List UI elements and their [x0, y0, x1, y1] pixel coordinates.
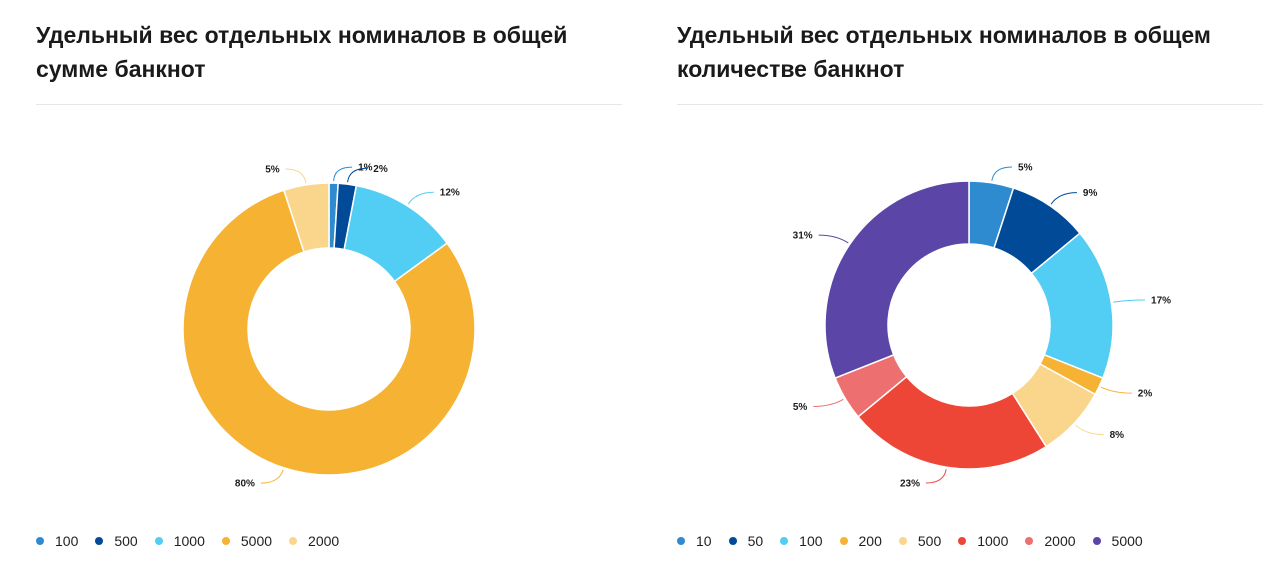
chart-legend: 100 500 1000 5000 2000 [36, 531, 356, 551]
legend-marker [780, 537, 789, 545]
legend-marker [898, 537, 907, 545]
legend-label: 200 [858, 533, 882, 549]
donut-chart-count: 5% 9% 17% 2% 8% 23% 5% 31% [793, 162, 1172, 490]
legend-item-1000[interactable]: 1000 [958, 533, 1008, 549]
data-label-50: 9% [1083, 188, 1098, 199]
legend-marker [36, 537, 44, 545]
legend-item-200[interactable]: 200 [839, 533, 882, 549]
data-label-10: 5% [1018, 162, 1033, 173]
legend-label: 5000 [1111, 533, 1143, 549]
data-label-2000: 5% [265, 164, 280, 175]
data-label-100: 17% [1151, 295, 1171, 306]
chart-title: Удельный вес отдельных номиналов в общей… [36, 22, 568, 82]
donut-slice-5000 [182, 189, 476, 476]
data-label-5000: 80% [235, 479, 255, 490]
legend-item-100[interactable]: 100 [36, 533, 78, 549]
leader-line-1000 [925, 469, 947, 484]
legend-marker [1025, 537, 1034, 545]
chart-panel-count: Удельный вес отдельных номиналов в общем… [677, 0, 1267, 573]
leader-line-5000 [818, 234, 849, 244]
legend-item-50[interactable]: 50 [728, 533, 764, 549]
legend-label: 100 [799, 533, 823, 549]
legend-marker [221, 537, 230, 545]
legend-label: 1000 [173, 533, 205, 549]
legend-label: 1000 [977, 533, 1009, 549]
legend-marker [839, 537, 848, 545]
donut-slice-5000 [824, 180, 970, 379]
data-label-2000: 5% [793, 402, 808, 413]
chart-title: Удельный вес отдельных номиналов в общем… [677, 22, 1211, 82]
legend-marker [1092, 537, 1101, 545]
legend-item-500[interactable]: 500 [95, 533, 138, 549]
leader-line-1000 [407, 191, 434, 205]
legend-label: 2000 [1044, 533, 1076, 549]
data-label-500: 8% [1110, 430, 1125, 441]
data-label-5000: 31% [793, 231, 813, 242]
leader-line-100 [1113, 299, 1146, 303]
legend-marker [154, 537, 163, 545]
legend-marker [728, 537, 737, 545]
leader-line-500 [347, 167, 368, 183]
leader-line-2000 [813, 398, 844, 407]
data-label-200: 2% [1138, 389, 1153, 400]
legend-item-2000[interactable]: 2000 [1025, 533, 1076, 549]
leader-line-2000 [285, 168, 307, 183]
leader-line-100 [333, 166, 353, 182]
legend-item-10[interactable]: 10 [677, 533, 712, 549]
legend-label: 2000 [308, 533, 340, 549]
data-label-500: 2% [373, 164, 388, 175]
chart-legend: 10 50 100 200 500 1000 2000 5000 [677, 531, 1160, 551]
legend-label: 5000 [240, 533, 273, 549]
leader-line-10 [991, 166, 1013, 181]
legend-label: 500 [917, 533, 942, 549]
donut-slice-2000 [282, 182, 330, 253]
legend-item-5000[interactable]: 5000 [1092, 533, 1143, 549]
leader-line-200 [1100, 386, 1132, 394]
legend-marker [677, 537, 685, 545]
legend-item-500[interactable]: 500 [898, 533, 942, 549]
legend-label: 50 [747, 533, 764, 549]
legend-item-2000[interactable]: 2000 [289, 533, 339, 549]
title-divider [36, 104, 622, 105]
legend-marker [95, 537, 104, 545]
legend-item-5000[interactable]: 5000 [221, 533, 273, 549]
donut-chart-sum: 1% 2%12%80%5% [182, 163, 476, 490]
legend-label: 10 [696, 533, 712, 549]
chart-panel-sum: Удельный вес отдельных номиналов в общей… [36, 0, 626, 573]
legend-marker [289, 537, 298, 545]
legend-label: 500 [114, 533, 138, 549]
legend-label: 100 [55, 533, 79, 549]
data-label-1000: 23% [900, 479, 920, 490]
title-divider [677, 104, 1263, 105]
donut-slice-1000 [856, 375, 1048, 470]
leader-line-500 [1075, 424, 1104, 436]
data-label-1000: 12% [440, 188, 460, 199]
legend-marker [958, 537, 967, 545]
leader-line-5000 [260, 469, 284, 484]
leader-line-50 [1050, 192, 1077, 205]
legend-item-100[interactable]: 100 [780, 533, 823, 549]
legend-item-1000[interactable]: 1000 [154, 533, 205, 549]
